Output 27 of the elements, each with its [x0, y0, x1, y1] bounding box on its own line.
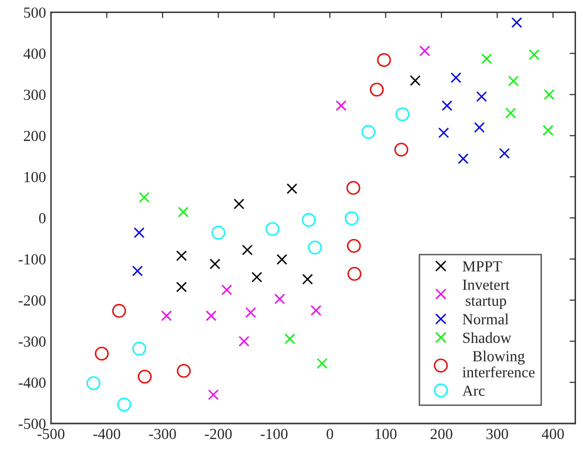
legend-label: Normal — [462, 314, 509, 324]
y-tick-label: 100 — [24, 172, 46, 182]
y-tick-label: -300 — [18, 336, 46, 347]
legend-label: Shadow — [463, 332, 512, 343]
y-tick-label: -400 — [18, 378, 46, 388]
legend-label: Invetert startup — [462, 280, 510, 310]
y-tick-label: 500 — [24, 7, 46, 18]
x-tick-label: 200 — [430, 428, 452, 440]
x-tick-label: 100 — [376, 428, 397, 440]
x-tick-label: -100 — [260, 428, 288, 440]
x-tick-label: -200 — [204, 428, 232, 440]
y-tick-label: -500 — [18, 418, 46, 429]
x-tick-label: 400 — [542, 428, 564, 440]
x-tick-label: 300 — [486, 428, 508, 440]
legend-label: Arc — [462, 386, 485, 396]
y-tick-label: -100 — [18, 254, 46, 264]
x-tick-label: 0 — [326, 428, 334, 440]
legend-label: MPPT — [462, 261, 502, 272]
y-tick-label: -200 — [18, 295, 46, 306]
x-tick-label: -400 — [93, 428, 120, 440]
legend-label: Blowing interference — [462, 350, 535, 378]
y-tick-label: 200 — [24, 130, 46, 142]
x-tick-label: -300 — [149, 428, 176, 440]
y-tick-label: 0 — [39, 213, 46, 224]
y-tick-label: 300 — [24, 90, 46, 100]
x-tick-label: -500 — [38, 428, 64, 440]
y-tick-label: 400 — [24, 48, 46, 59]
